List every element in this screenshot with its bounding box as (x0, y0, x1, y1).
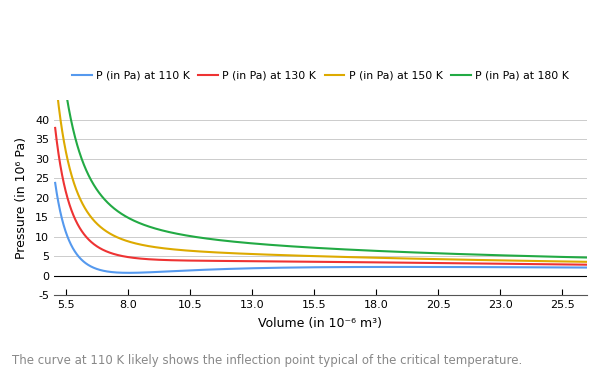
P (in Pa) at 130 K (256, 259, 263, 263)
P (in Pa) at 150 K (583, 260, 591, 264)
P (in Pa) at 180 K (583, 255, 591, 260)
P (in Pa) at 110 K (112, 270, 120, 275)
P (in Pa) at 150 K (144, 244, 151, 248)
Text: The curve at 110 K likely shows the inflection point typical of the critical tem: The curve at 110 K likely shows the infl… (12, 354, 522, 367)
P (in Pa) at 150 K (516, 259, 523, 263)
P (in Pa) at 130 K (144, 257, 151, 262)
P (in Pa) at 130 K (583, 262, 591, 267)
P (in Pa) at 130 K (516, 262, 523, 266)
P (in Pa) at 130 K (573, 262, 580, 267)
P (in Pa) at 180 K (256, 242, 263, 246)
Line: P (in Pa) at 150 K: P (in Pa) at 150 K (55, 73, 587, 262)
Line: P (in Pa) at 110 K: P (in Pa) at 110 K (55, 183, 587, 273)
P (in Pa) at 110 K (52, 181, 59, 185)
P (in Pa) at 130 K (52, 126, 59, 130)
Y-axis label: Pressure (in 10⁶ Pa): Pressure (in 10⁶ Pa) (15, 137, 28, 259)
P (in Pa) at 150 K (278, 253, 286, 257)
Line: P (in Pa) at 130 K: P (in Pa) at 130 K (55, 128, 587, 265)
Line: P (in Pa) at 180 K: P (in Pa) at 180 K (55, 0, 587, 257)
P (in Pa) at 110 K (278, 265, 286, 270)
P (in Pa) at 110 K (573, 265, 580, 270)
P (in Pa) at 130 K (112, 252, 120, 257)
P (in Pa) at 150 K (112, 234, 120, 239)
P (in Pa) at 180 K (278, 243, 286, 248)
P (in Pa) at 150 K (52, 71, 59, 75)
P (in Pa) at 130 K (278, 259, 286, 264)
P (in Pa) at 110 K (583, 265, 591, 270)
P (in Pa) at 180 K (144, 224, 151, 228)
P (in Pa) at 110 K (125, 270, 132, 275)
P (in Pa) at 110 K (256, 266, 263, 270)
P (in Pa) at 150 K (256, 252, 263, 256)
P (in Pa) at 180 K (112, 208, 120, 212)
X-axis label: Volume (in 10⁻⁶ m³): Volume (in 10⁻⁶ m³) (259, 317, 383, 330)
Legend: P (in Pa) at 110 K, P (in Pa) at 130 K, P (in Pa) at 150 K, P (in Pa) at 180 K: P (in Pa) at 110 K, P (in Pa) at 130 K, … (68, 66, 573, 85)
P (in Pa) at 150 K (573, 259, 580, 264)
P (in Pa) at 110 K (144, 270, 152, 275)
P (in Pa) at 180 K (516, 254, 523, 258)
P (in Pa) at 180 K (573, 255, 580, 259)
P (in Pa) at 110 K (516, 265, 523, 269)
